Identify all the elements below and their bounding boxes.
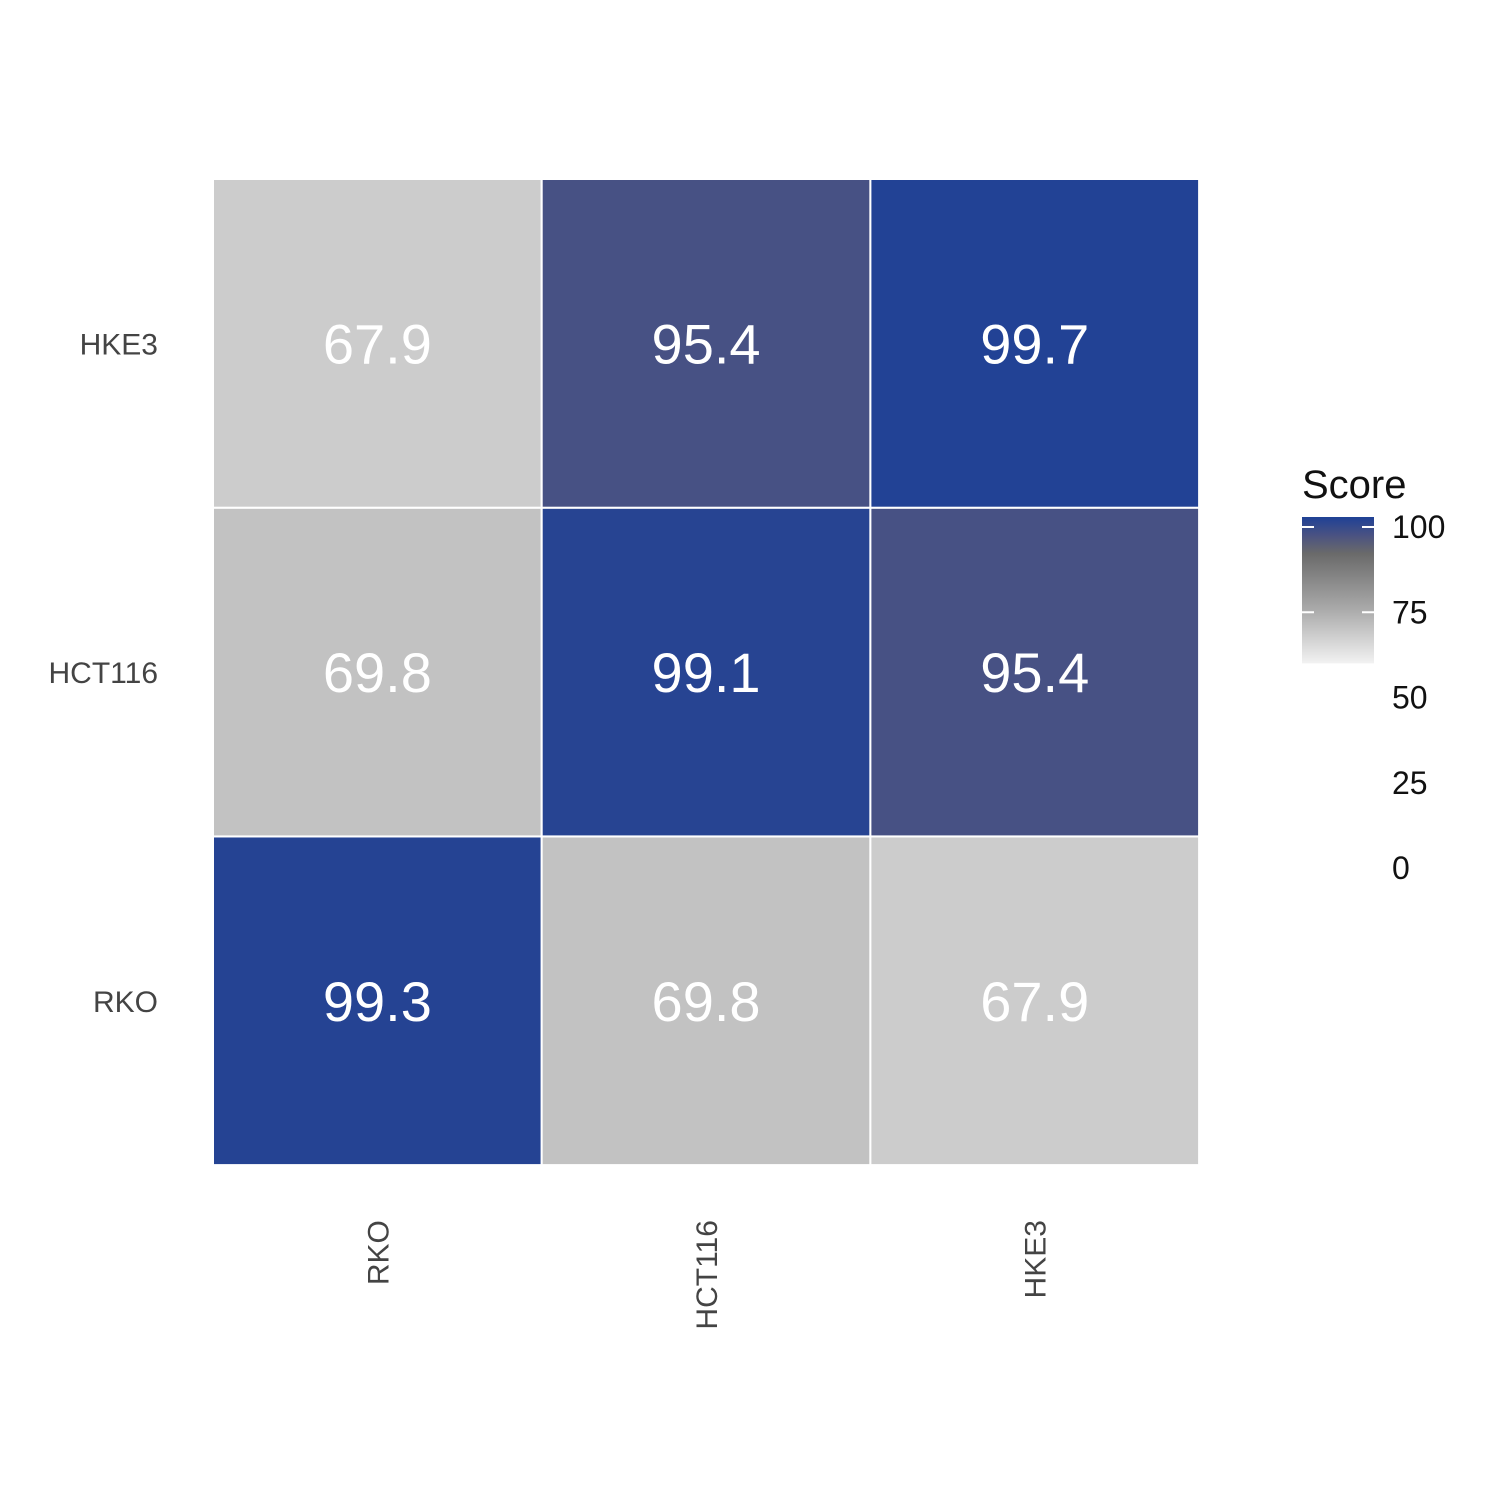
- legend-tick-label: 50: [1392, 680, 1428, 716]
- heatmap-cell-labels: 99.3 69.8 67.9 69.8 99.1 95.4 67.9 95.4 99.7: [323, 312, 1089, 1032]
- x-tick-label: HKE3: [1020, 1220, 1053, 1298]
- cell-value-label: 99.3: [323, 970, 432, 1033]
- legend-tick-label: 25: [1392, 765, 1428, 801]
- y-tick-label: HCT116: [49, 657, 158, 690]
- heatmap-cells: [212, 178, 1201, 1167]
- legend-colorbar: [1302, 517, 1374, 664]
- cell-value-label: 69.8: [652, 970, 761, 1033]
- cell-value-label: 95.4: [652, 312, 761, 375]
- cell-value-label: 95.4: [980, 641, 1089, 704]
- heatmap-cell-hct116-hke3: [869, 506, 1201, 838]
- heatmap-cell-hke3-hct116: [540, 178, 872, 509]
- cell-value-label: 99.7: [980, 312, 1089, 375]
- legend-tick-label: 0: [1392, 850, 1410, 886]
- y-axis: RKO HCT116 HKE3: [49, 328, 158, 1018]
- heatmap-cell-rko-hct116: [540, 835, 872, 1167]
- legend-tick-label: 75: [1392, 594, 1428, 630]
- heatmap-cell-hct116-hct116: [540, 506, 872, 838]
- cell-value-label: 99.1: [652, 641, 761, 704]
- cell-value-label: 67.9: [980, 970, 1089, 1033]
- heatmap-cell-hke3-hke3: [869, 178, 1201, 509]
- legend-tick-label: 100: [1392, 509, 1445, 545]
- heatmap-cell-hke3-rko: [212, 178, 543, 509]
- x-tick-label: HCT116: [691, 1220, 724, 1329]
- legend-title: Score: [1302, 463, 1407, 507]
- cell-value-label: 69.8: [323, 641, 432, 704]
- heatmap-cell-rko-rko: [212, 835, 543, 1167]
- cell-value-label: 67.9: [323, 312, 432, 375]
- x-tick-label: RKO: [362, 1220, 395, 1285]
- y-tick-label: HKE3: [80, 328, 158, 361]
- x-axis: RKO HCT116 HKE3: [362, 1220, 1052, 1329]
- heatmap-cell-hct116-rko: [212, 506, 543, 838]
- y-tick-label: RKO: [93, 986, 158, 1019]
